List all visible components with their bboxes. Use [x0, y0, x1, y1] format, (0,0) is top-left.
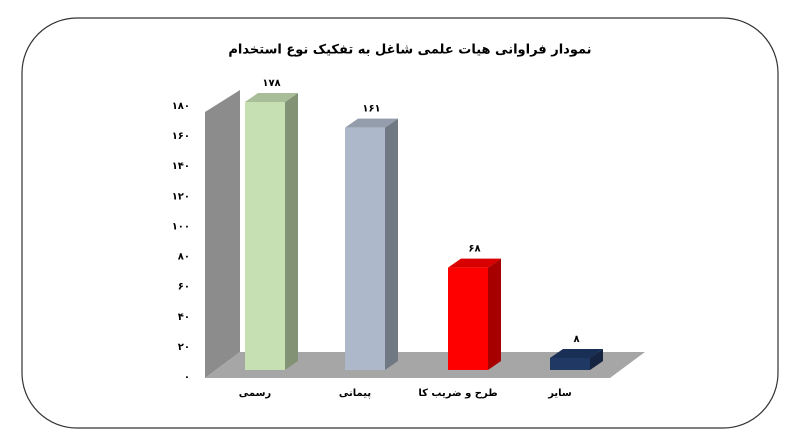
bar-side-shade: [488, 258, 501, 370]
x-tick-label: پیمانی: [339, 388, 371, 399]
bar-side-shade: [285, 93, 298, 370]
bar-top-shade: [345, 118, 398, 128]
bar-top: [448, 258, 501, 268]
bar-top-shade: [448, 258, 501, 268]
data-label: ۸: [573, 334, 579, 345]
y-tick-label: ۲۰: [178, 342, 190, 353]
bar-top-shade: [245, 93, 298, 103]
bar-top-shade: [550, 348, 603, 358]
bar-front: [448, 267, 488, 370]
bar-front: [345, 127, 385, 370]
x-tick-label: رسمی: [239, 388, 272, 399]
x-tick-label: سایر: [547, 388, 572, 399]
bar-top: [345, 118, 398, 128]
bar-top: [245, 93, 298, 103]
bar-side: [385, 118, 398, 370]
bar-side: [488, 258, 501, 370]
y-tick-label: ۶۰: [178, 282, 190, 293]
y-tick-label: ۴۰: [178, 312, 190, 323]
bar-side-shade: [590, 348, 603, 370]
y-tick-label: ۱۸۰: [172, 101, 190, 112]
bar: [245, 93, 298, 370]
chart-title: نمودار فراوانی هیات علمی شاغل به تفکیک ن…: [228, 43, 591, 58]
bar: [448, 258, 501, 370]
bar-top: [550, 348, 603, 358]
data-label: ۱۷۸: [262, 78, 280, 89]
bar-side: [590, 348, 603, 370]
y-tick-label: ۰: [184, 372, 190, 383]
bar: [345, 118, 398, 370]
bar-front: [245, 102, 285, 370]
data-label: ۱۶۱: [362, 104, 380, 115]
bar-front: [550, 357, 590, 370]
y-tick-label: ۱۴۰: [172, 161, 190, 172]
y-tick-label: ۱۶۰: [172, 131, 190, 142]
back-wall: [205, 90, 240, 378]
data-label: ۶۸: [468, 244, 480, 255]
y-tick-label: ۱۰۰: [172, 221, 190, 232]
x-tick-label: طرح و ضریب کا: [418, 388, 497, 399]
bar-side: [285, 93, 298, 370]
y-tick-label: ۱۲۰: [172, 191, 190, 202]
floor: [205, 352, 645, 378]
bar-side-shade: [385, 118, 398, 370]
y-tick-label: ۸۰: [178, 252, 190, 263]
bar: [550, 348, 603, 370]
